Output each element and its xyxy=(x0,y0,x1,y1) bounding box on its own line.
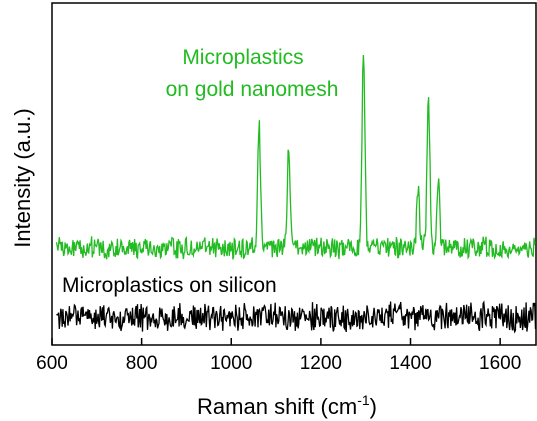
x-tick-label-1400: 1400 xyxy=(389,353,431,374)
x-axis-label-main: Raman shift (cm xyxy=(197,394,357,419)
y-axis-label: Intensity (a.u.) xyxy=(10,108,35,247)
x-tick-label-1600: 1600 xyxy=(479,353,521,374)
series-line-gold-nanomesh xyxy=(55,54,537,260)
x-tick-label-1200: 1200 xyxy=(300,353,342,374)
x-axis-label-sup: -1 xyxy=(357,392,370,408)
x-tick-layer: 600 800 1000 1200 1400 1600 xyxy=(36,338,521,374)
series-layer xyxy=(55,54,537,334)
annotation-gold-line-1: Microplastics xyxy=(182,46,303,69)
x-tick-label-600: 600 xyxy=(36,353,68,374)
annotation-silicon: Microplastics on silicon xyxy=(62,274,277,297)
x-axis-label: Raman shift (cm-1) xyxy=(197,392,377,419)
series-line-silicon xyxy=(56,300,537,334)
plot-frame xyxy=(51,2,537,346)
x-tick-label-1000: 1000 xyxy=(210,353,252,374)
x-axis-label-suffix: ) xyxy=(370,394,377,419)
annotation-gold-line-2: on gold nanomesh xyxy=(166,78,339,101)
x-tick-label-800: 800 xyxy=(126,353,158,374)
